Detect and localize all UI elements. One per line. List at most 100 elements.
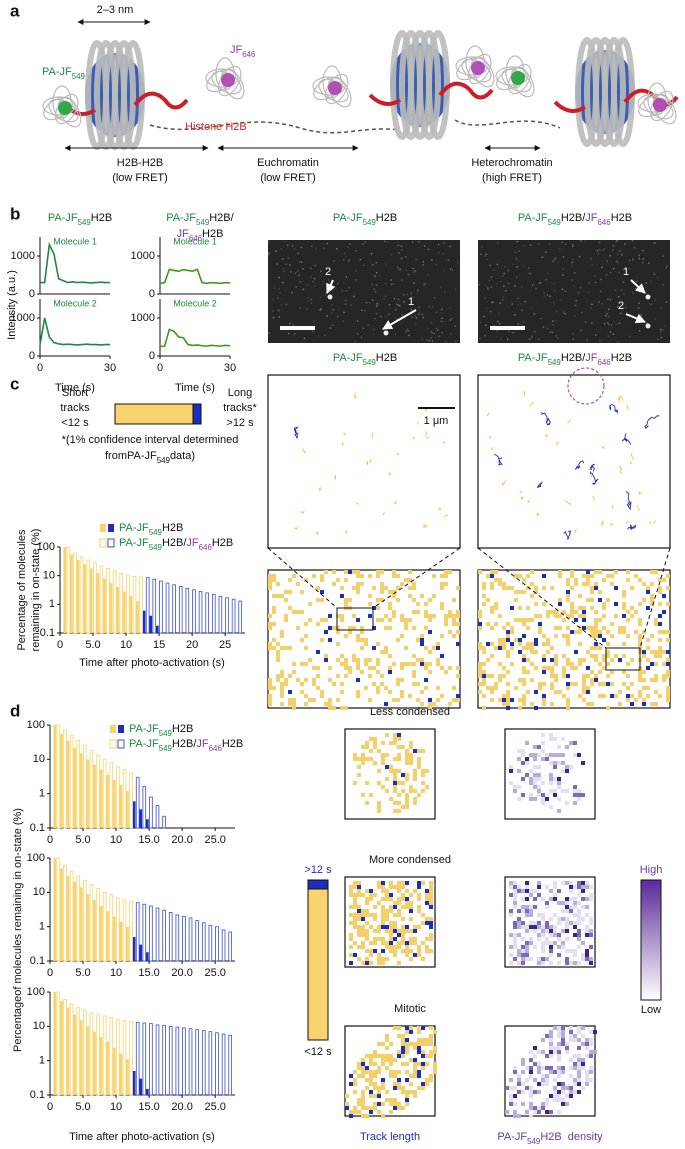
x-tick-label: 30 (104, 362, 116, 374)
pixel (401, 1054, 405, 1058)
pixel (586, 690, 590, 694)
noise (371, 253, 373, 255)
pixel (401, 905, 405, 909)
pixel (393, 801, 397, 805)
pixel (356, 690, 360, 694)
noise (337, 316, 339, 318)
noise (269, 241, 271, 243)
noise (502, 299, 504, 301)
pixel (537, 893, 541, 897)
noise (584, 240, 586, 242)
pixel (408, 662, 412, 666)
noise (654, 274, 656, 276)
pixel (389, 897, 393, 901)
pixel (565, 1042, 569, 1046)
pixel (598, 570, 602, 574)
pixel (573, 789, 577, 793)
noise (399, 305, 401, 307)
noise (579, 256, 581, 258)
pixel (549, 1042, 553, 1046)
bar (113, 1048, 116, 1095)
pixel (658, 590, 662, 594)
pixel (545, 1078, 549, 1082)
pixel (646, 694, 650, 698)
x-tick-label: 20.0 (171, 834, 192, 846)
pixel (581, 761, 585, 765)
pixel (553, 893, 557, 897)
x-tick-label: 30 (224, 362, 236, 374)
pixel (494, 602, 498, 606)
pixel (425, 1082, 429, 1086)
noise (292, 245, 294, 247)
noise (517, 241, 519, 243)
pixel (385, 1034, 389, 1038)
pixel (574, 630, 578, 634)
noise (375, 291, 377, 293)
pixel (413, 1042, 417, 1046)
pixel (368, 674, 372, 678)
pixel (405, 1090, 409, 1094)
pixel (272, 638, 276, 642)
pixel (561, 1030, 565, 1034)
noise (599, 340, 601, 342)
x-tick-label: 10 (120, 639, 132, 651)
noise (662, 255, 664, 257)
pixel (393, 737, 397, 741)
noise (632, 259, 634, 261)
bar (156, 626, 159, 633)
noise (665, 267, 667, 269)
noise (617, 341, 619, 343)
noise (638, 303, 640, 305)
pixel (385, 753, 389, 757)
pixel (622, 682, 626, 686)
bar (119, 1054, 122, 1095)
pixel (280, 674, 284, 678)
noise (623, 293, 625, 295)
noise (272, 298, 274, 300)
pixel (405, 1042, 409, 1046)
pixel (654, 662, 658, 666)
noise (337, 283, 339, 285)
pixel (417, 925, 421, 929)
pixel (569, 921, 573, 925)
noise (484, 256, 486, 258)
pixel (542, 602, 546, 606)
pixel (456, 614, 460, 618)
noise (629, 336, 631, 338)
pixel (373, 1102, 377, 1106)
noise (449, 319, 451, 321)
label-part: H2B (212, 537, 233, 549)
pixel (586, 574, 590, 578)
pixel (312, 678, 316, 682)
noise (565, 243, 567, 245)
pixel (292, 610, 296, 614)
pixel (509, 1086, 513, 1090)
pixel (585, 1042, 589, 1046)
pixel (590, 598, 594, 602)
pixel (417, 909, 421, 913)
panel-frame (268, 375, 460, 548)
pixel (357, 773, 361, 777)
noise (268, 252, 270, 254)
pixel (385, 897, 389, 901)
pixel (304, 622, 308, 626)
pixel (369, 757, 373, 761)
pixel (662, 594, 666, 598)
pixel (357, 917, 361, 921)
pixel (565, 905, 569, 909)
bar (130, 901, 133, 961)
pixel (396, 678, 400, 682)
noise (445, 341, 447, 343)
label: Track length (360, 1131, 420, 1143)
pixel (557, 1030, 561, 1034)
noise (441, 309, 443, 311)
pixel (549, 805, 553, 809)
pixel (369, 749, 373, 753)
pixel (361, 913, 365, 917)
pixel (529, 781, 533, 785)
pixel (573, 785, 577, 789)
noise (638, 258, 640, 260)
pixel (545, 1074, 549, 1078)
noise (347, 246, 349, 248)
noise (422, 314, 424, 316)
